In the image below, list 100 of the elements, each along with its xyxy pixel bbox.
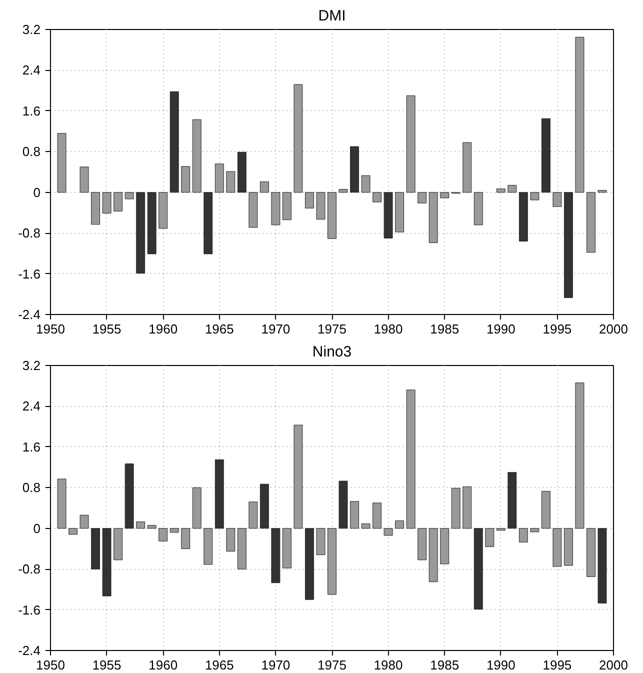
bar [462,486,472,529]
y-tick-label: 1.6 [22,439,41,454]
y-tick-label: -0.8 [18,226,41,241]
x-tick-label: 1965 [204,322,234,336]
bar [102,192,112,214]
bar [136,521,146,529]
bar [282,528,292,568]
x-tick-label: 2000 [599,658,628,672]
x-tick-label: 1985 [430,322,460,336]
x-tick-label: 1960 [148,658,178,672]
bar [328,192,336,239]
bar [462,142,472,193]
bar [361,175,370,193]
bar [575,36,584,193]
x-tick-label: 1965 [204,658,234,672]
bar [226,528,236,552]
y-tick-label: 2.4 [22,398,41,414]
bar [316,528,326,556]
y-tick-label: -2.4 [18,307,41,322]
bar [384,192,393,238]
bar [598,528,607,604]
bar [586,192,596,253]
bar [114,528,123,560]
bar [114,192,123,212]
bar [508,472,517,529]
bar [338,189,348,193]
bar [406,95,416,193]
x-tick-label: 2000 [599,322,628,336]
bar [237,528,246,570]
x-tick-label: 1950 [36,658,65,672]
bar [418,528,427,560]
bar [181,166,190,193]
bar [552,192,562,207]
x-tick-label: 1995 [542,658,572,672]
bar [158,528,168,542]
y-tick-label: 3.2 [22,358,41,373]
bar [530,192,540,200]
x-tick-label: 1970 [261,322,290,336]
y-tick-label: 1.6 [22,103,41,118]
x-tick-label: 1955 [92,322,122,336]
bar [474,192,483,226]
x-tick-label: 1980 [374,658,403,672]
y-tick-label: 0.8 [22,480,41,496]
bar [428,528,438,582]
bar [80,514,89,529]
bar [451,488,460,529]
x-tick-label: 1985 [430,658,460,672]
bar [248,502,258,529]
bar [294,84,303,193]
y-tick-label: -1.6 [18,602,41,618]
y-tick-label: -0.8 [18,562,41,577]
x-tick-label: 1970 [261,658,290,672]
bar [518,528,528,542]
bar [147,192,156,254]
bar [124,192,134,200]
bar [282,192,292,220]
bar [372,192,382,202]
bar [328,528,336,595]
bar [316,192,326,220]
y-tick-label: 0 [33,184,41,200]
y-tick-label: 0.8 [22,144,41,160]
bar [271,192,280,226]
bar [124,463,134,529]
bar [575,382,584,529]
bar [204,528,213,565]
bar [350,501,359,529]
x-tick-label: 1960 [148,322,178,336]
bar [248,192,258,228]
y-tick-label: 2.4 [22,62,41,78]
bar [350,146,359,193]
x-tick-label: 1995 [542,322,572,336]
y-tick-label: 0 [33,520,41,536]
bar [192,487,202,529]
bar [214,459,224,529]
x-tick-label: 1950 [36,322,65,336]
bar [91,192,100,225]
bar [384,528,393,536]
bar [192,119,202,193]
bar [170,528,179,533]
bar [57,478,66,529]
bar [485,528,494,547]
bar [158,192,168,229]
bar [147,525,156,529]
bar [305,192,314,208]
x-tick-label: 1980 [374,322,403,336]
bar [586,528,596,577]
bar [541,490,550,529]
bar [552,528,562,567]
bar [237,152,246,193]
x-tick-label: 1975 [318,322,346,336]
bar [564,192,573,298]
bar [395,192,404,232]
y-tick-label: -1.6 [18,266,41,282]
bar [305,528,314,600]
chart-title: Nino3 [312,344,352,360]
bar [181,528,190,549]
bar [598,190,607,193]
bar [80,166,89,193]
bar [102,528,112,596]
bar [541,118,550,193]
